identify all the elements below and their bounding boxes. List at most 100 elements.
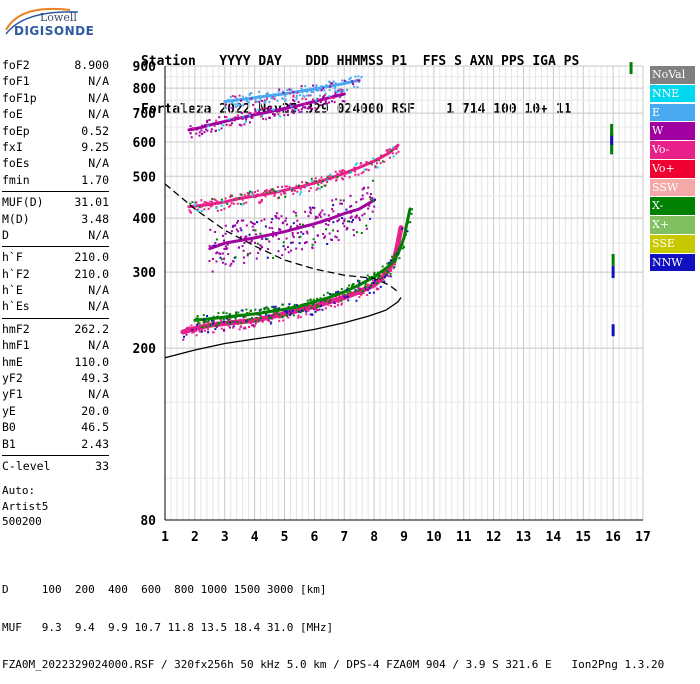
param-value: 33 [95, 458, 109, 473]
trace-point [375, 162, 378, 165]
param-name: hmF2 [2, 321, 30, 336]
trace-point [190, 324, 193, 327]
trace-point [211, 245, 214, 248]
trace-point [351, 80, 354, 83]
trace-point [233, 119, 236, 122]
trace-point [317, 183, 320, 186]
legend-item: SSE [650, 235, 695, 253]
trace-point [249, 322, 252, 325]
legend-item: NoVal [650, 66, 695, 84]
trace-point [349, 216, 352, 219]
x-tick-label: 3 [221, 530, 229, 545]
legend-item: NNE [650, 84, 695, 103]
trace-point [373, 205, 376, 208]
trace-point [259, 314, 262, 317]
trace-point [196, 209, 199, 212]
trace-point [229, 204, 232, 207]
trace-point [248, 192, 251, 195]
trace-point [238, 94, 241, 97]
trace-point [196, 208, 199, 211]
trace-point [338, 292, 341, 295]
trace-point [284, 94, 287, 97]
trace-point [407, 221, 410, 224]
trace-point [220, 127, 223, 130]
trace-point [194, 204, 197, 207]
param-row: h`Es N/A [2, 299, 109, 315]
trace-point [349, 171, 352, 174]
trace-point [205, 320, 208, 323]
trace-point [240, 229, 243, 232]
trace-point [225, 116, 228, 119]
trace-point [350, 292, 353, 295]
trace-point [283, 312, 286, 315]
trace-point [294, 109, 297, 112]
trace-point [200, 199, 203, 202]
trace-point [254, 241, 257, 244]
trace-point [290, 105, 293, 108]
trace-point [316, 297, 319, 300]
trace-point [322, 87, 325, 90]
x-tick-label: 12 [486, 530, 502, 545]
trace-point [389, 275, 392, 278]
trace-point [389, 272, 392, 275]
trace-point [328, 220, 331, 223]
trace-point [210, 319, 213, 322]
trace-point [386, 152, 389, 155]
trace-point [234, 256, 237, 259]
trace-point [224, 197, 227, 200]
trace-point [286, 311, 289, 314]
trace-point [215, 207, 218, 210]
trace-point [306, 107, 309, 110]
trace-point [309, 313, 312, 316]
trace-point [300, 87, 303, 90]
trace-point [349, 205, 352, 208]
trace-point [357, 289, 360, 292]
trace-point [282, 310, 285, 313]
trace-point [182, 338, 185, 341]
trace-point [339, 199, 342, 202]
trace-point [192, 127, 195, 130]
trace-point [227, 205, 230, 208]
trace-point [311, 304, 314, 307]
trace-point [292, 94, 295, 97]
trace-point [224, 119, 227, 122]
trace-point [294, 307, 297, 310]
trace-point [260, 200, 263, 203]
param-name: D [2, 227, 9, 242]
trace-point [249, 252, 252, 255]
trace-point [407, 220, 410, 223]
trace-point [271, 234, 274, 237]
trace-point [215, 238, 218, 241]
trace-point [254, 98, 257, 101]
trace-point [332, 221, 335, 224]
trace-point [259, 232, 262, 235]
trace-point [289, 307, 292, 310]
trace-point [245, 320, 248, 323]
trace-point [219, 323, 222, 326]
trace-point [253, 223, 256, 226]
trace-point [383, 275, 386, 278]
trace-point [243, 123, 246, 126]
trace-point [268, 116, 271, 119]
param-name: h`E [2, 283, 23, 298]
trace-point [220, 204, 223, 207]
trace-point [205, 325, 208, 328]
trace-point [273, 114, 276, 117]
trace-point [369, 196, 372, 199]
trace-point [391, 152, 394, 155]
trace-point [611, 266, 615, 279]
trace-point [255, 233, 258, 236]
trace-point [305, 94, 308, 97]
trace-point [284, 107, 287, 110]
trace-point [386, 262, 389, 265]
trace-point [301, 91, 304, 94]
trace-point [317, 89, 320, 92]
trace-point [373, 271, 376, 274]
trace-point [265, 234, 268, 237]
trace-point [311, 246, 314, 249]
trace-point [256, 221, 259, 224]
y-tick-label: 80 [140, 514, 156, 529]
trace-point [220, 209, 223, 212]
trace-group [223, 75, 363, 110]
trace-point [216, 209, 219, 212]
